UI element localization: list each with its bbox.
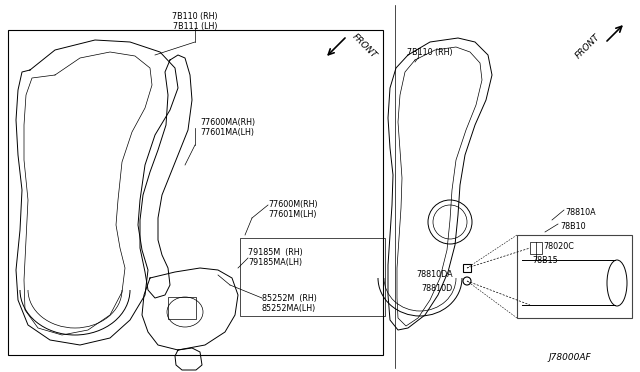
Text: FRONT: FRONT [350,32,378,60]
Text: 77600M(RH): 77600M(RH) [268,200,317,209]
Bar [8,30,383,355]
Bar [168,297,196,319]
Text: 85252MA(LH): 85252MA(LH) [262,304,316,313]
Text: 78B15: 78B15 [532,256,557,265]
Text: J78000AF: J78000AF [548,353,591,362]
Text: 7B110 (RH): 7B110 (RH) [172,12,218,21]
Text: 7B110 (RH): 7B110 (RH) [407,48,452,57]
Bar [530,242,542,254]
Text: 77601M(LH): 77601M(LH) [268,210,317,219]
Text: 77600MA(RH): 77600MA(RH) [200,118,255,127]
Text: 78020C: 78020C [543,242,574,251]
Bar [240,238,385,316]
Text: 77601MA(LH): 77601MA(LH) [200,128,254,137]
Text: 79185M  (RH): 79185M (RH) [248,248,303,257]
Text: FRONT: FRONT [574,32,602,60]
Text: 7B111 (LH): 7B111 (LH) [173,22,217,31]
Bar [517,235,632,318]
Text: 78810DA: 78810DA [417,270,453,279]
Text: 78810A: 78810A [565,208,596,217]
Text: 78B10: 78B10 [560,222,586,231]
Bar [463,264,471,272]
Text: 78810D: 78810D [422,284,453,293]
Text: 85252M  (RH): 85252M (RH) [262,294,317,303]
Text: 79185MA(LH): 79185MA(LH) [248,258,302,267]
